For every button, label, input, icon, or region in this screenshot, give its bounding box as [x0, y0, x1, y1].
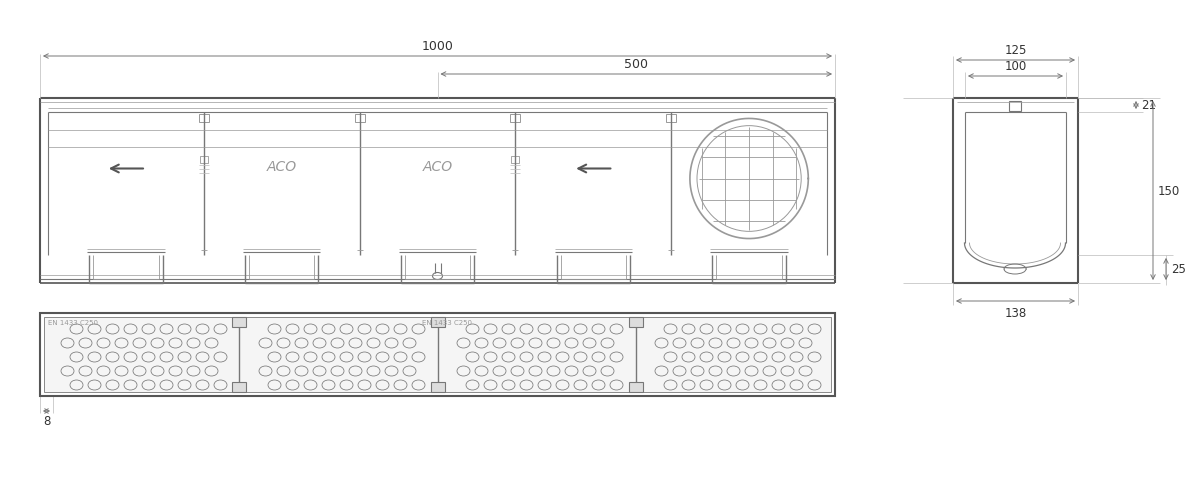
Text: 100: 100 [1004, 60, 1027, 73]
Bar [431, 382, 444, 392]
Text: 138: 138 [1004, 306, 1027, 319]
Text: 21: 21 [1141, 99, 1156, 112]
Bar [44, 317, 830, 392]
Bar [629, 382, 643, 392]
Text: 125: 125 [1004, 44, 1027, 57]
Bar [199, 115, 209, 123]
Bar [232, 382, 246, 392]
Bar [431, 317, 444, 327]
Bar [199, 156, 208, 163]
Text: 1000: 1000 [421, 40, 454, 53]
Bar [44, 317, 830, 392]
Bar [232, 317, 246, 327]
Text: 8: 8 [43, 414, 50, 427]
Bar [355, 115, 365, 123]
Text: 150: 150 [1158, 184, 1181, 198]
Bar [40, 313, 835, 396]
Bar [629, 317, 643, 327]
Bar [510, 115, 521, 123]
Text: ACO: ACO [422, 160, 452, 174]
Bar [666, 115, 677, 123]
Text: 25: 25 [1171, 263, 1186, 276]
Bar [1009, 102, 1021, 112]
Text: EN 1433 C250: EN 1433 C250 [421, 319, 472, 325]
Bar [511, 156, 520, 163]
Text: 500: 500 [624, 58, 648, 71]
Text: EN 1433 C250: EN 1433 C250 [48, 319, 98, 325]
Text: ACO: ACO [266, 160, 296, 174]
